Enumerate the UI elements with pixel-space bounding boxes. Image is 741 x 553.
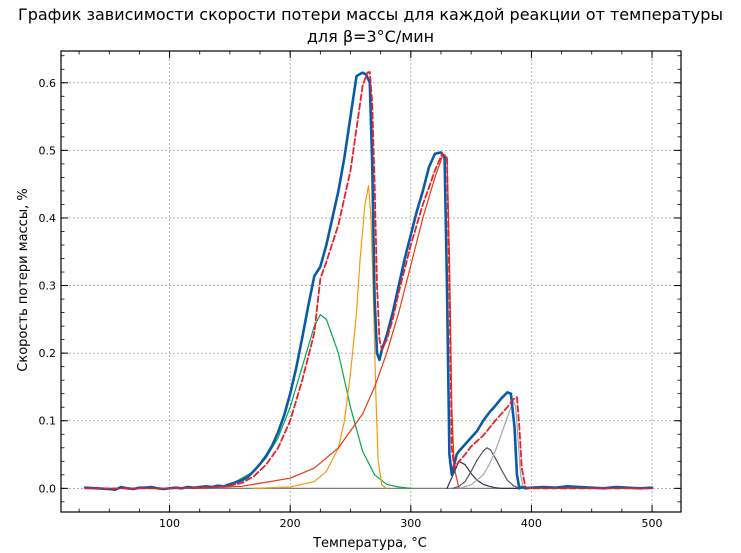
x-axis-label: Температура, °C [312, 536, 427, 551]
y-tick-label-0: 0.0 [39, 482, 57, 495]
x-tick-label-1: 200 [280, 517, 301, 530]
y-tick-label-5: 0.5 [39, 144, 57, 157]
y-tick-label-6: 0.6 [39, 77, 57, 90]
series-line-experimental [83, 71, 654, 491]
series-group [83, 71, 654, 491]
x-tick-label-3: 400 [521, 517, 542, 530]
series-line-model-sum [84, 71, 653, 490]
y-tick-label-2: 0.2 [39, 347, 57, 360]
y-tick-label-4: 0.4 [39, 212, 57, 225]
chart-title-line2: для β=3°C/мин [307, 27, 434, 46]
x-tick-label-0: 100 [159, 517, 180, 530]
y-tick-label-3: 0.3 [39, 280, 57, 293]
y-axis-label: Скорость потери массы, % [16, 188, 31, 371]
chart-title-line1: График зависимости скорости потери массы… [18, 5, 723, 24]
series-line-reaction-2 [253, 184, 388, 489]
y-tick-label-1: 0.1 [39, 415, 57, 428]
series-line-reaction-6 [458, 399, 528, 489]
x-tick-label-4: 500 [642, 517, 663, 530]
x-tick-label-2: 300 [400, 517, 421, 530]
series-line-reaction-5 [452, 447, 520, 489]
plot-frame [60, 50, 682, 513]
